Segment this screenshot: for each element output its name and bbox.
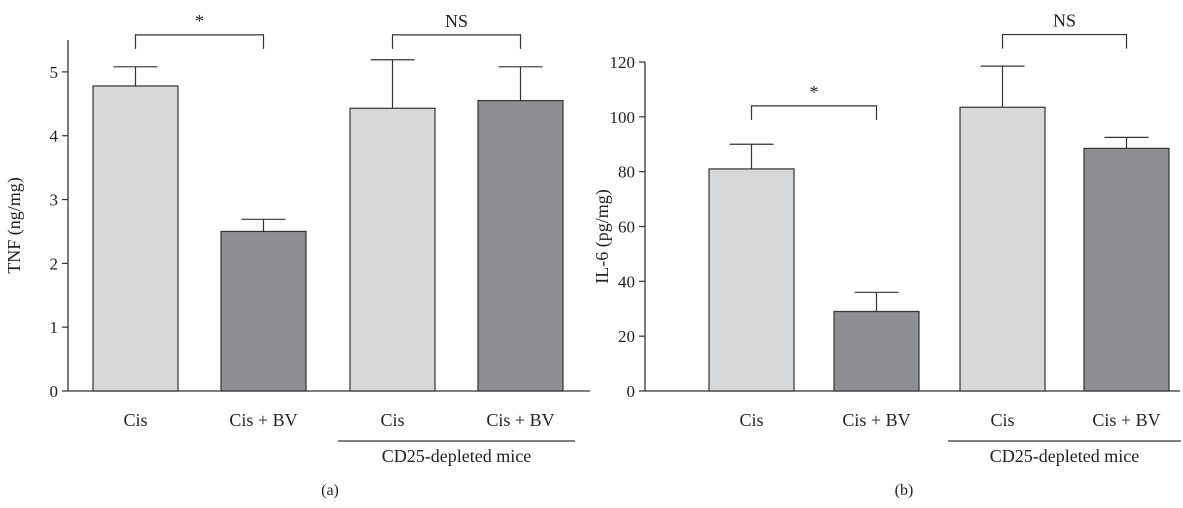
- group-label: CD25-depleted mice: [382, 446, 531, 466]
- panel-label: (a): [321, 482, 339, 499]
- bar: [349, 107, 436, 392]
- chart-panel-a: 0 1 2 3 4 5 TNF (ng/mg) Cis Cis + BV Cis Cis + BV C…: [4, 11, 590, 499]
- significance-bracket: [750, 105, 878, 120]
- category-label: Cis: [123, 410, 147, 430]
- y-tick-label: 120: [610, 53, 636, 72]
- significance-bracket: [134, 34, 265, 49]
- category-label: Cis: [990, 410, 1014, 430]
- chart-panel-b: 0 20 40 60 80 100 120 IL-6 (pg/mg) Cis Cis + BV Ci…: [592, 11, 1181, 499]
- y-tick-label: 0: [627, 382, 636, 401]
- category-label: Cis + BV: [229, 410, 297, 430]
- significance-bracket: [391, 34, 522, 49]
- bar: [477, 100, 564, 392]
- y-tick-label: 80: [618, 163, 635, 182]
- category-label: Cis + BV: [842, 410, 910, 430]
- bar: [92, 85, 179, 392]
- y-tick-label: 0: [50, 382, 59, 401]
- significance-bracket: [1001, 33, 1128, 49]
- y-tick-label: 4: [50, 127, 59, 146]
- bar: [220, 230, 307, 392]
- category-label: Cis + BV: [486, 410, 554, 430]
- bar: [833, 310, 920, 392]
- y-tick-label: 5: [50, 63, 59, 82]
- panel-label: (b): [895, 482, 914, 499]
- y-tick-label: 20: [618, 327, 635, 346]
- y-tick-label: 60: [618, 218, 635, 237]
- y-tick-label: 40: [618, 272, 635, 291]
- significance-label: NS: [1053, 11, 1076, 31]
- y-tick-label: 1: [50, 318, 59, 337]
- significance-label: *: [810, 82, 819, 102]
- category-label: Cis + BV: [1092, 410, 1160, 430]
- y-tick-label: 3: [50, 191, 59, 210]
- significance-label: *: [195, 11, 204, 31]
- y-axis-title: IL-6 (pg/mg): [592, 189, 613, 283]
- y-tick-label: 100: [610, 108, 636, 127]
- category-label: Cis: [380, 410, 404, 430]
- significance-label: NS: [445, 11, 468, 31]
- bar: [1083, 147, 1170, 392]
- y-tick-label: 2: [50, 254, 59, 273]
- category-label: Cis: [739, 410, 763, 430]
- y-axis-title: TNF (ng/mg): [4, 177, 25, 274]
- group-label: CD25-depleted mice: [990, 446, 1139, 466]
- bar: [959, 106, 1046, 392]
- bar: [708, 168, 795, 392]
